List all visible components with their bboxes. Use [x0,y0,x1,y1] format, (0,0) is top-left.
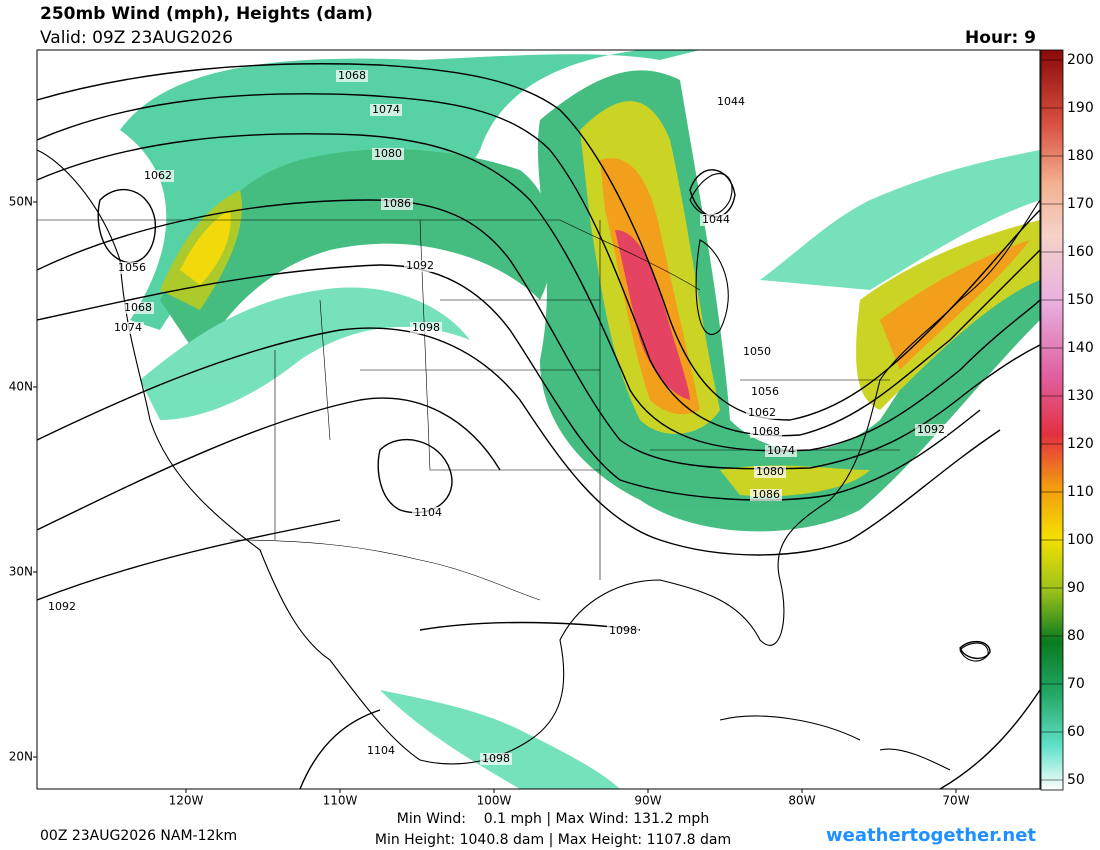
colorbar-label: 150 [1067,292,1094,308]
colorbar-label: 200 [1067,52,1094,68]
wind-stats: Min Wind: 0.1 mph | Max Wind: 131.2 mph [397,811,709,827]
contour-label: 1044 [717,95,745,108]
colorbar [1040,49,1064,791]
contour-label: 1074 [114,321,142,334]
contour-label: 1068 [124,301,152,314]
contour-label-bg [412,507,444,519]
colorbar-label: 140 [1067,340,1094,356]
contour-labels: 1068 1074 1080 1086 1092 1098 1062 1056 1068 1074… [46,69,947,765]
contour-label-bg [741,346,773,358]
contour-label-bg [336,70,368,82]
contour-label-bg [112,322,144,334]
colorbar-label: 80 [1067,628,1085,644]
contour-label: 1086 [752,488,780,501]
height-stats: Min Height: 1040.8 dam | Max Height: 110… [375,832,731,848]
contour-label-bg [480,753,512,765]
forecast-hour: Hour: 9 [965,28,1036,48]
colorbar-label: 170 [1067,196,1094,212]
contour-label-bg [46,601,78,613]
valid-time: Valid: 09Z 23AUG2026 [40,28,233,48]
contour-label-bg [749,386,781,398]
site-credit[interactable]: weathertogether.net [826,825,1036,846]
contour-label-bg [700,214,732,226]
contour-label-bg [754,466,786,478]
lon-label: 70W [942,794,969,808]
contour-label-bg [410,322,442,334]
contour-label: 1092 [48,600,76,613]
colorbar-label: 70 [1067,676,1085,692]
colorbar-label: 190 [1067,100,1094,116]
contour-label: 1074 [767,444,795,457]
contour-label-bg [750,426,782,438]
colorbar-label: 100 [1067,532,1094,548]
lat-label: 20N [9,750,33,764]
contour-label: 1098 [609,624,637,637]
contour-label: 1062 [748,406,776,419]
contour-label: 1068 [338,69,366,82]
contour-label-bg [116,262,148,274]
colorbar-label: 60 [1067,724,1085,740]
colorbar-label: 180 [1067,148,1094,164]
colorbar-label: 130 [1067,388,1094,404]
contour-label-bg [365,745,397,757]
contour-label: 1080 [374,147,402,160]
contour-label: 1098 [482,752,510,765]
lat-label: 50N [9,195,33,209]
contour-label: 1044 [702,213,730,226]
contour-label: 1086 [383,197,411,210]
contour-label: 1104 [367,744,395,757]
contour-label: 1092 [406,259,434,272]
contour-label-bg [750,489,782,501]
contour-label-bg [915,424,947,436]
lon-label: 100W [477,794,512,808]
colorbar-label: 110 [1067,484,1094,500]
contour-label-bg [746,407,778,419]
model-run: 00Z 23AUG2026 NAM-12km [40,828,237,844]
lon-label: 80W [788,794,815,808]
height-contours [37,63,1040,789]
contour-label-bg [142,170,174,182]
lon-label: 120W [169,794,204,808]
colorbar-label: 90 [1067,580,1085,596]
contour-label: 1050 [743,345,771,358]
contour-label-bg [370,104,402,116]
contour-label-bg [122,302,154,314]
contour-label: 1080 [756,465,784,478]
lon-label: 90W [634,794,661,808]
colorbar-label: 50 [1067,772,1085,788]
contour-label-bg [372,148,404,160]
title: 250mb Wind (mph), Heights (dam) [40,4,373,24]
contour-label: 1074 [372,103,400,116]
lat-label: 40N [9,380,33,394]
geography [37,149,1040,771]
contour-label-bg [607,625,639,637]
contour-label: 1104 [414,506,442,519]
lat-label: 30N [9,565,33,579]
contour-label: 1062 [144,169,172,182]
colorbar-label: 160 [1067,244,1094,260]
contour-label-bg [765,445,797,457]
contour-label: 1092 [917,423,945,436]
contour-label: 1098 [412,321,440,334]
contour-label-bg [404,260,436,272]
map: 1068 1074 1080 1086 1092 1098 1062 1056 1068 1074… [37,50,1040,789]
axis-labels: 50N 40N 30N 20N 120W 110W 100W 90W 80W 70W [9,195,970,808]
lon-label: 110W [323,794,358,808]
contour-label-bg [381,198,413,210]
contour-label-bg [715,96,747,108]
contour-label: 1056 [118,261,146,274]
colorbar-ticks: 200 190 180 170 160 150 140 130 120 110 100 90 80 70 6… [1041,52,1094,788]
contour-label: 1056 [751,385,779,398]
contour-label: 1068 [752,425,780,438]
colorbar-label: 120 [1067,436,1094,452]
map-frame [36,49,1041,790]
